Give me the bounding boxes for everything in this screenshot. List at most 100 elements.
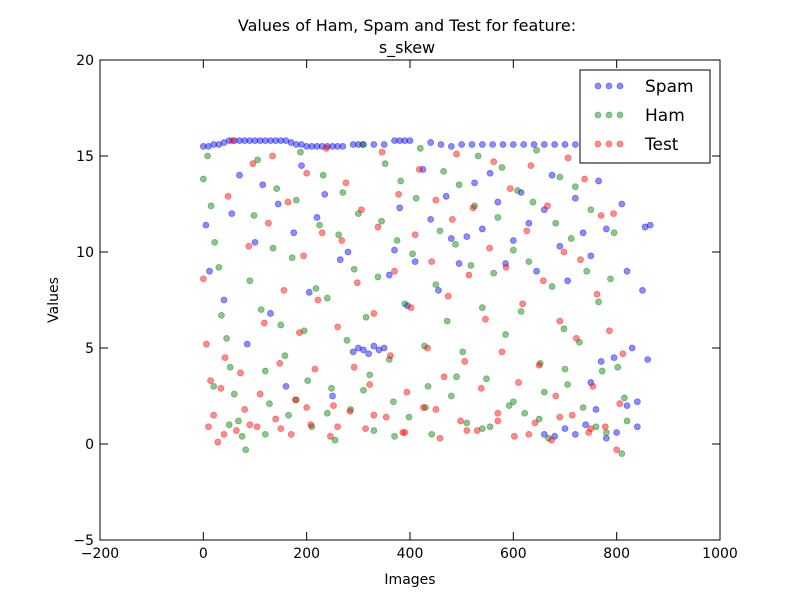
point-ham [428,430,436,438]
point-ham [354,210,362,218]
point-test [210,411,218,419]
point-spam [471,179,478,187]
point-ham [505,402,513,410]
point-test [444,292,452,300]
point-test [342,179,350,187]
x-tick-label: −200 [81,546,119,562]
point-ham [218,311,225,319]
point-spam [610,354,618,362]
point-test [338,237,346,244]
point-ham [486,423,494,431]
point-spam [592,406,600,413]
point-ham [533,146,540,154]
point-test [601,423,609,431]
point-ham [535,415,543,423]
point-ham [401,300,409,308]
point-spam [259,181,267,189]
point-ham [207,202,215,210]
point-ham [453,373,460,381]
point-spam [618,200,626,208]
point-test [260,319,268,327]
point-test [249,160,257,168]
point-spam [202,221,210,229]
point-ham [397,177,405,185]
point-spam [499,141,507,148]
point-test [544,202,551,210]
point-test [469,204,477,212]
point-spam [540,206,548,214]
point-spam [380,344,388,352]
legend-marker [594,111,602,119]
point-test [300,252,307,260]
point-ham [598,367,606,375]
point-ham [607,275,614,283]
point-test [477,384,485,392]
x-axis-label: Images [384,572,435,588]
point-spam [298,162,305,170]
point-test [378,148,386,156]
point-spam [298,141,305,148]
point-test [287,430,295,438]
point-spam [370,141,378,148]
point-ham [250,212,258,219]
point-ham [235,417,242,425]
point-test [432,196,440,204]
point-ham [502,331,509,338]
point-test [358,206,365,214]
point-test [284,198,292,206]
point-test [318,229,326,237]
point-test [498,348,506,356]
point-spam [241,137,249,145]
point-spam [595,177,602,185]
point-ham [261,367,269,375]
point-spam [391,246,398,254]
point-ham [390,398,397,406]
point-spam [261,137,269,145]
point-spam [551,141,559,148]
x-tick-label: 1000 [702,546,738,562]
point-test [589,382,597,390]
x-tick-label: 800 [603,546,630,562]
point-test [391,267,398,275]
point-ham [576,338,583,346]
point-test [265,219,272,227]
point-spam [623,402,631,410]
legend-label: Spam [645,77,694,97]
point-test [463,427,471,434]
series-test [199,137,627,454]
point-test [370,411,378,419]
point-spam [305,288,313,296]
point-spam [597,358,605,365]
chart-title-line1: Values of Ham, Spam and Test for feature… [238,16,576,35]
point-test [346,407,354,415]
point-spam [199,142,207,150]
point-test [465,271,473,279]
point-test [457,417,465,425]
point-spam [494,198,502,206]
point-test [548,436,555,444]
point-ham [226,363,234,371]
point-test [217,384,225,392]
point-test [330,402,337,410]
point-spam [551,432,559,440]
point-ham [623,417,631,425]
point-spam [419,166,427,173]
point-ham [288,254,296,262]
point-test [606,327,613,335]
point-test [424,344,431,352]
point-ham [319,171,327,179]
point-spam [396,137,404,145]
legend: Spam Ham Test [579,69,711,164]
point-spam [517,189,525,196]
point-test [214,438,222,446]
point-spam [427,139,435,146]
point-spam [267,137,274,145]
point-test [525,430,533,438]
chart-title-line2: s_skew [379,38,435,58]
point-test [560,248,568,256]
point-test [440,373,448,381]
point-ham [391,432,398,440]
point-spam [318,142,326,150]
point-ham [328,384,335,392]
